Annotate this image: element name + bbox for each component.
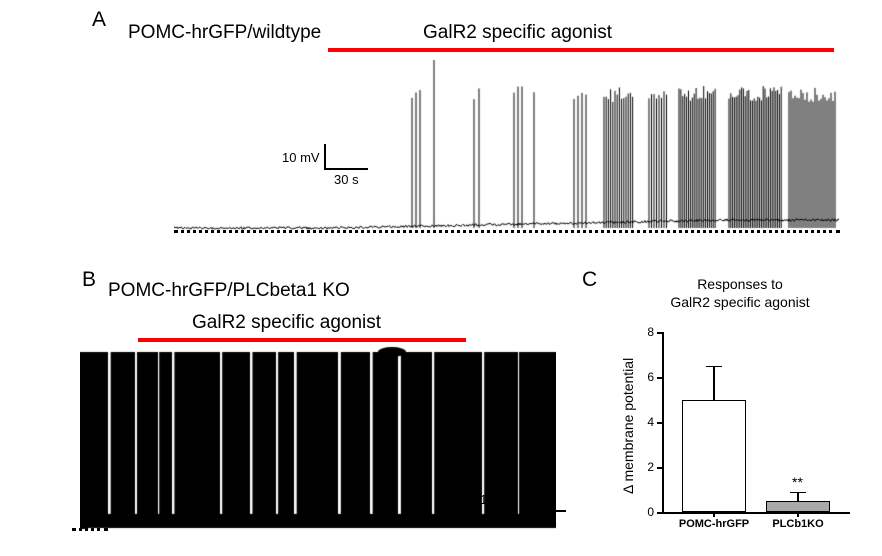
chart-c-title-line2: GalR2 specific agonist — [670, 294, 809, 310]
y-tick — [657, 422, 662, 424]
panel-b-app-label: GalR2 specific agonist — [192, 312, 381, 334]
panel-a-baseline-dotted — [174, 230, 840, 233]
panel-b-scale: 10 mV 30 s — [480, 486, 570, 536]
x-category-label: POMC-hrGFP — [669, 518, 759, 530]
scale-v-line — [522, 486, 524, 510]
panel-c-chart: Responses to GalR2 specific agonist 0 2 4 6… — [600, 276, 860, 536]
scale-h-label: 30 s — [334, 172, 359, 187]
error-cap — [706, 366, 722, 368]
y-axis — [662, 332, 664, 512]
panel-a-trace — [174, 54, 840, 234]
x-tick — [797, 512, 799, 517]
scale-h-line — [522, 510, 566, 512]
x-tick — [713, 512, 715, 517]
scale-v-label: 10 mV — [282, 150, 320, 165]
scale-v-label: 10 mV — [480, 492, 518, 507]
x-category-label: PLCb1KO — [753, 518, 843, 530]
panel-a-letter: A — [92, 8, 106, 32]
y-tick-label: 0 — [638, 505, 654, 519]
x-axis — [662, 512, 850, 514]
panel-b-app-bar — [138, 338, 466, 342]
error-cap — [790, 492, 806, 494]
bar — [682, 400, 746, 513]
panel-c-letter: C — [582, 268, 597, 292]
panel-a-app-bar — [328, 48, 834, 52]
chart-c-title-line1: Responses to — [697, 276, 783, 292]
y-tick-label: 8 — [638, 325, 654, 339]
significance-marker: ** — [792, 474, 803, 490]
y-tick-label: 4 — [638, 415, 654, 429]
y-tick — [657, 467, 662, 469]
y-tick — [657, 512, 662, 514]
panel-a-scale: 10 mV 30 s — [282, 144, 362, 194]
bar — [766, 501, 830, 512]
scale-v-line — [324, 144, 326, 168]
scale-h-label: 30 s — [532, 514, 557, 529]
panel-a-app-label: GalR2 specific agonist — [423, 22, 612, 44]
y-axis-label: Δ membrane potential — [620, 358, 636, 494]
error-line — [713, 366, 715, 400]
y-tick-label: 2 — [638, 460, 654, 474]
y-tick — [657, 377, 662, 379]
scale-h-line — [324, 168, 368, 170]
y-tick-label: 6 — [638, 370, 654, 384]
chart-c-title: Responses to GalR2 specific agonist — [620, 276, 860, 311]
panel-b-baseline-dotted — [72, 528, 108, 531]
panel-b-title: POMC-hrGFP/PLCbeta1 KO — [108, 280, 350, 302]
y-tick — [657, 332, 662, 334]
panel-a-title: POMC-hrGFP/wildtype — [128, 22, 321, 44]
panel-b-letter: B — [82, 268, 96, 292]
